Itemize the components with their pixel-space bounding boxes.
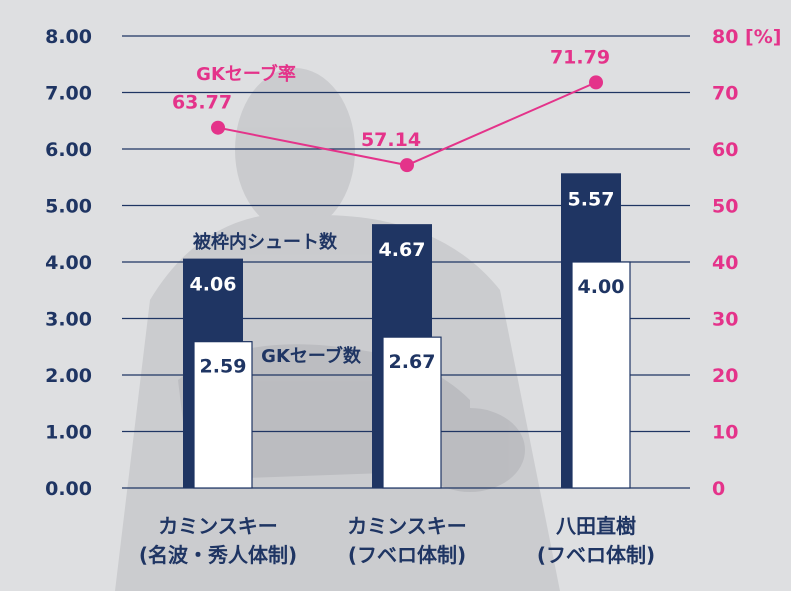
shots-on-target-value-label: 4.06 <box>190 274 237 296</box>
y-right-tick-label: 60 <box>712 139 738 161</box>
y-left-tick-label: 8.00 <box>45 26 92 48</box>
shots-on-target-value-label: 5.57 <box>568 188 615 210</box>
gk-saves-bar <box>382 336 442 489</box>
y-left-tick-label: 1.00 <box>45 422 92 444</box>
y-left-tick-label: 2.00 <box>45 365 92 387</box>
category-sublabel: (フベロ体制) <box>537 543 655 567</box>
category-sublabel: (フベロ体制) <box>348 543 466 567</box>
y-left-tick-label: 4.00 <box>45 252 92 274</box>
y-left-tick-label: 3.00 <box>45 309 92 331</box>
gk-saves-value-label: 4.00 <box>578 276 625 298</box>
category-sublabel: (名波・秀人体制) <box>139 543 297 567</box>
save-rate-value-label: 71.79 <box>550 46 610 68</box>
y-right-tick-label: 30 <box>712 309 738 331</box>
save-rate-point <box>211 120 225 135</box>
save-rate-line <box>217 81 597 167</box>
y-right-tick-label: 0 <box>712 478 725 500</box>
shots-on-target-value-label: 4.67 <box>379 239 426 261</box>
shots-on-target-series-label: 被枠内シュート数 <box>193 231 338 253</box>
gk-saves-bar <box>193 341 253 489</box>
y-left-tick-label: 7.00 <box>45 83 92 105</box>
category-label: カミンスキー <box>347 514 467 538</box>
y-left-tick-label: 0.00 <box>45 478 92 500</box>
y-left-tick-label: 6.00 <box>45 139 92 161</box>
y-right-tick-label: 40 <box>712 252 738 274</box>
gk-saves-bar <box>571 261 631 489</box>
y-right-tick-label: 20 <box>712 365 738 387</box>
y-right-tick-label: 10 <box>712 422 738 444</box>
gk-saves-value-label: 2.67 <box>389 351 436 373</box>
gk-saves-series-label: GKセーブ数 <box>261 345 362 367</box>
gk-saves-value-label: 2.59 <box>200 356 247 378</box>
save-rate-point <box>400 158 414 173</box>
save-rate-value-label: 57.14 <box>361 129 421 151</box>
category-label: 八田直樹 <box>556 514 636 538</box>
y-left-tick-label: 5.00 <box>45 196 92 218</box>
y-right-tick-label: 50 <box>712 196 738 218</box>
category-label: カミンスキー <box>158 514 278 538</box>
save-rate-series-label: GKセーブ率 <box>196 63 296 85</box>
save-rate-point <box>589 75 603 90</box>
y-right-tick-label: 80 [%] <box>712 26 781 48</box>
y-right-tick-label: 70 <box>712 83 738 105</box>
save-rate-value-label: 63.77 <box>172 92 232 114</box>
